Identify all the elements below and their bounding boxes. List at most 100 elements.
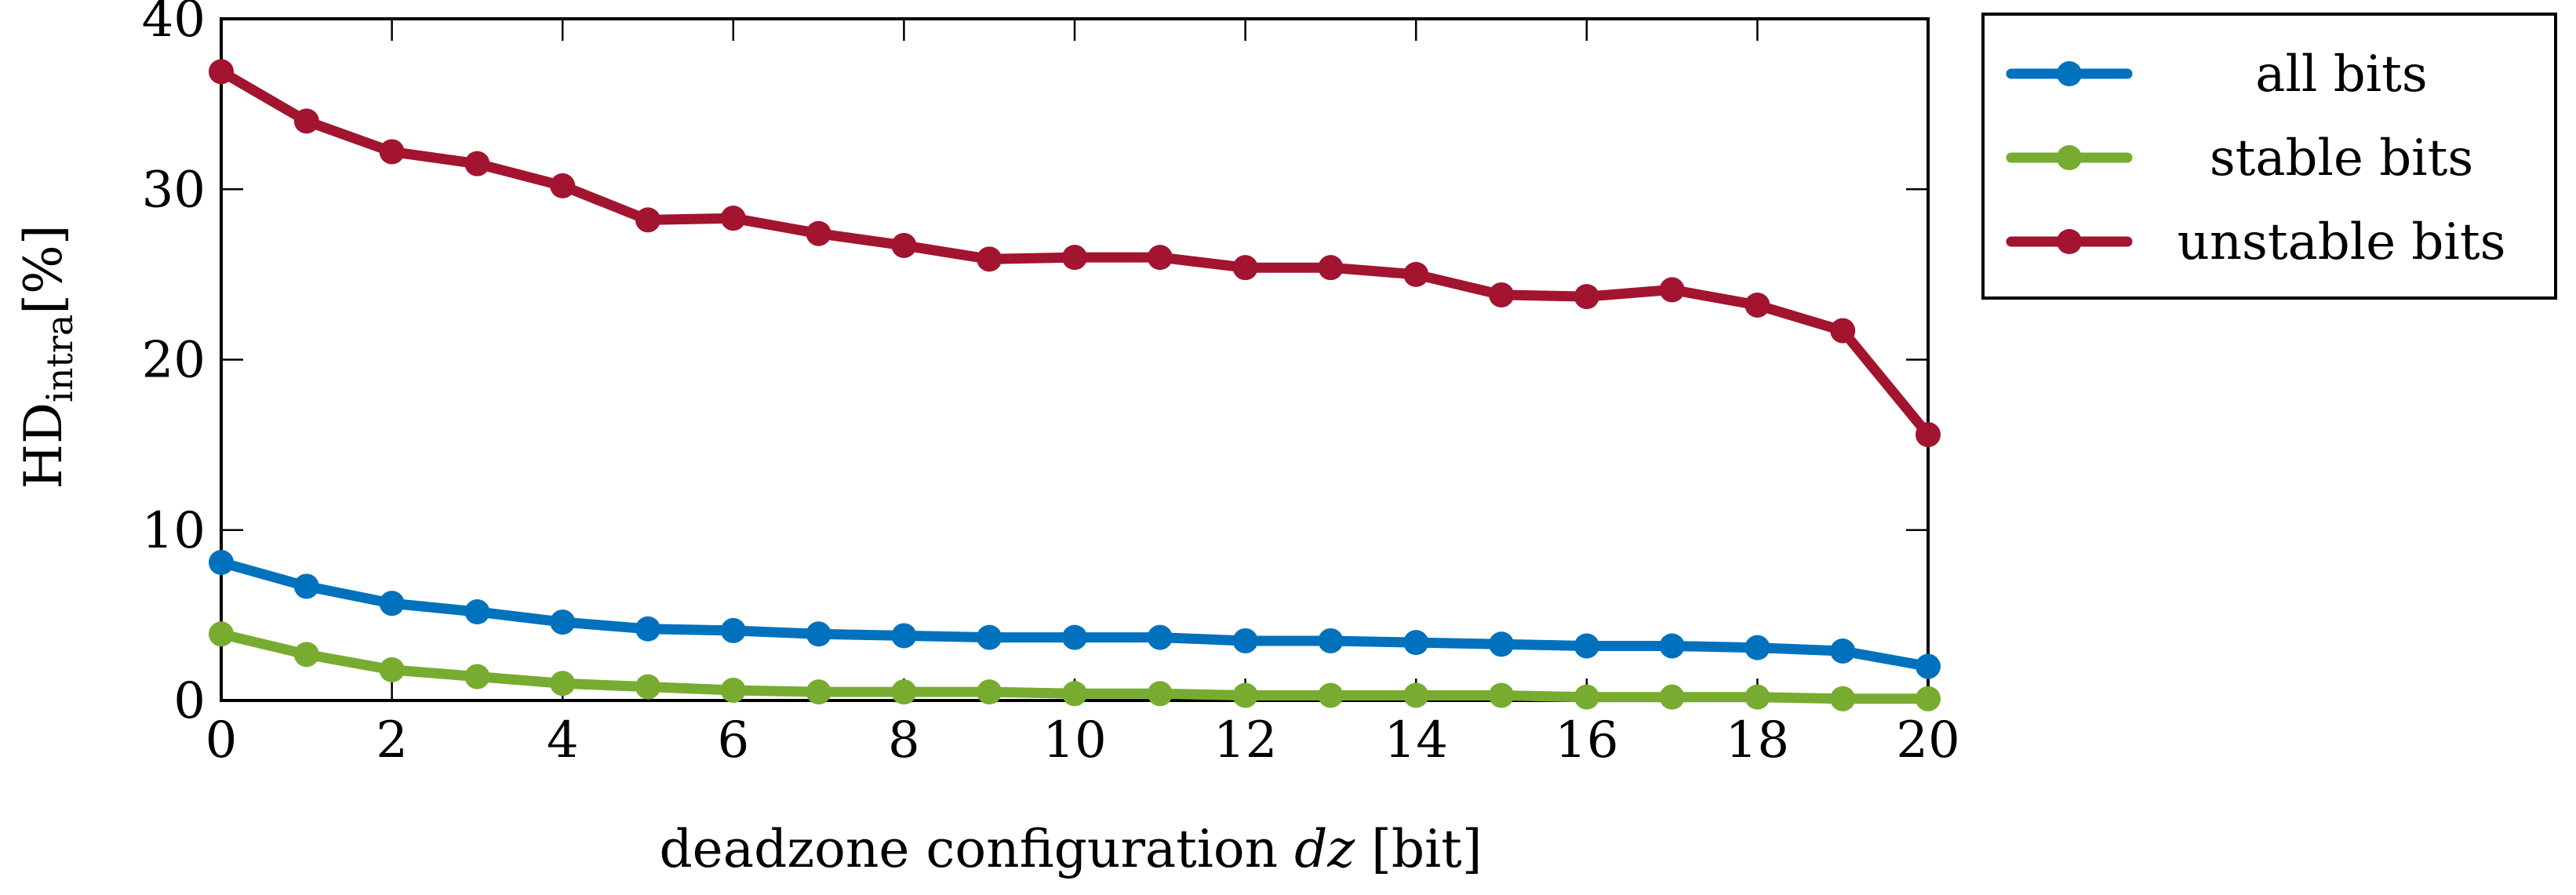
legend: all bits stable bits unstable bits	[1981, 13, 2557, 300]
y-axis-title-subscript: intra	[38, 315, 81, 402]
data-point	[1489, 631, 1514, 657]
x-tick-label: 12	[1213, 711, 1277, 769]
data-point	[1403, 630, 1429, 656]
data-point	[1403, 682, 1429, 708]
y-axis-title-unit: [%]	[13, 225, 74, 315]
data-point	[293, 573, 319, 599]
y-tick-label: 10	[142, 502, 206, 560]
data-point	[806, 679, 831, 705]
data-point	[1489, 282, 1514, 307]
data-point	[1916, 653, 1941, 679]
data-point	[464, 599, 490, 625]
plot-area-frame	[220, 17, 1930, 702]
data-point	[1147, 624, 1173, 650]
data-point	[1574, 684, 1599, 710]
legend-label: unstable bits	[2178, 213, 2506, 271]
data-point	[635, 616, 660, 642]
data-point	[977, 246, 1002, 272]
data-point	[977, 679, 1002, 705]
data-point	[464, 664, 490, 689]
series-all-bits	[209, 550, 1941, 679]
data-point	[464, 151, 490, 176]
data-point	[293, 108, 319, 134]
plot-marks: 0 2 4 6 8 10 12 14 16 18 20 0 10 20 30 40	[142, 0, 1960, 769]
data-point	[1232, 255, 1258, 281]
data-point	[1147, 245, 1173, 271]
svg-text:HDintra[%]: HDintra[%]	[13, 225, 81, 489]
data-point	[1318, 628, 1344, 653]
y-axis-title: HDintra[%]	[13, 225, 81, 489]
data-point	[1489, 682, 1514, 708]
y-axis-title-main: HD	[13, 402, 74, 489]
data-point	[1830, 318, 1856, 344]
series-stable-bits	[209, 621, 1941, 711]
data-point	[635, 674, 660, 700]
data-point	[1232, 628, 1258, 653]
x-tick-label: 2	[376, 711, 408, 769]
data-point	[720, 206, 746, 231]
data-point	[1830, 638, 1856, 664]
data-point	[891, 679, 917, 705]
data-point	[379, 139, 405, 165]
series-unstable-bits	[209, 59, 1941, 448]
x-tick-label: 10	[1042, 711, 1106, 769]
data-point	[1659, 684, 1685, 710]
legend-item: all bits	[2006, 45, 2428, 104]
data-point	[1916, 686, 1941, 711]
data-point	[209, 621, 234, 647]
data-point	[550, 609, 576, 635]
x-tick-label: 0	[206, 711, 238, 769]
data-point	[293, 642, 319, 668]
x-tick-label: 14	[1384, 711, 1447, 769]
data-point	[1916, 422, 1941, 448]
x-tick-label: 6	[717, 711, 749, 769]
data-point	[379, 591, 405, 617]
y-tick-label: 0	[173, 672, 206, 730]
data-point	[1062, 245, 1087, 271]
legend-marker	[2057, 229, 2082, 254]
data-point	[1574, 284, 1599, 310]
legend-marker	[2057, 145, 2082, 170]
data-point	[1745, 292, 1770, 318]
y-tick-label: 40	[142, 0, 206, 49]
data-point	[891, 232, 917, 258]
legend-label: all bits	[2255, 45, 2427, 104]
data-point	[1318, 255, 1344, 281]
data-point	[891, 623, 917, 649]
x-axis-title-variable: dz	[1294, 819, 1355, 879]
x-tick-label: 20	[1896, 711, 1959, 769]
data-point	[1830, 686, 1856, 711]
data-point	[379, 657, 405, 682]
data-point	[1574, 633, 1599, 659]
data-point	[720, 617, 746, 643]
x-tick-label: 16	[1555, 711, 1618, 769]
data-point	[1318, 682, 1344, 708]
legend-label: stable bits	[2210, 129, 2473, 187]
y-tick-label: 20	[142, 332, 206, 390]
data-point	[550, 173, 576, 198]
x-axis-title-main: deadzone configuration	[659, 819, 1278, 879]
legend-item: stable bits	[2006, 129, 2473, 187]
data-point	[1232, 682, 1258, 708]
data-point	[1403, 261, 1429, 287]
data-point	[1062, 681, 1087, 707]
x-tick-label: 4	[547, 711, 579, 769]
data-point	[1659, 633, 1685, 659]
x-tick-label: 8	[888, 711, 920, 769]
data-point	[209, 59, 234, 85]
data-point	[209, 550, 234, 576]
data-point	[806, 220, 831, 246]
legend-marker	[2057, 61, 2082, 86]
data-point	[550, 671, 576, 697]
data-point	[1147, 681, 1173, 707]
x-axis-title-unit: [bit]	[1371, 819, 1482, 879]
data-point	[1659, 277, 1685, 303]
data-point	[806, 621, 831, 647]
data-point	[977, 624, 1002, 650]
data-point	[1745, 635, 1770, 660]
data-point	[1745, 684, 1770, 710]
legend-item: unstable bits	[2006, 213, 2506, 271]
data-point	[635, 207, 660, 233]
x-axis-title: deadzone configuration dz [bit]	[659, 819, 1482, 879]
